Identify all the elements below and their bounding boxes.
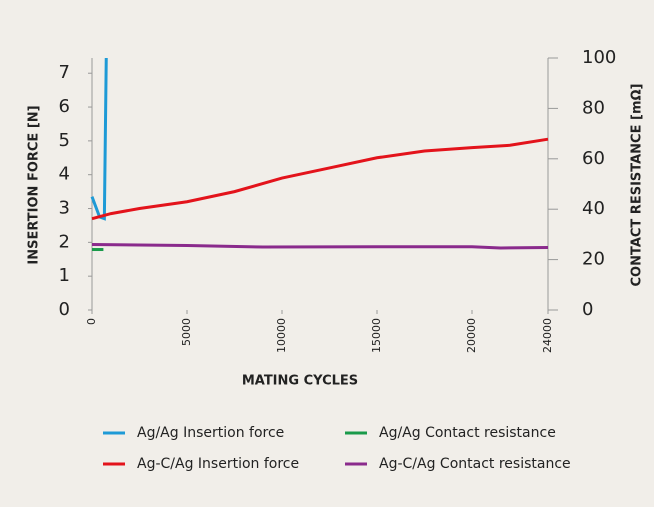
x-tick-label: 0 (85, 318, 98, 325)
legend-label: Ag-C/Ag Insertion force (137, 456, 299, 472)
series-line (90, 57, 108, 221)
y2-tick-label: 100 (582, 47, 616, 68)
x-tick-label: 15000 (370, 318, 383, 353)
y-tick-label: 6 (59, 96, 70, 117)
series-line (91, 137, 549, 221)
x-tick-label: 5000 (180, 318, 193, 346)
x-tick-label: 20000 (465, 318, 478, 353)
x-tick-label: 10000 (275, 318, 288, 353)
legend-label: Ag/Ag Insertion force (137, 425, 284, 441)
y-tick-label: 1 (59, 265, 70, 286)
legend-label: Ag/Ag Contact resistance (379, 425, 556, 441)
y-tick-label: 3 (59, 198, 70, 219)
legend-label: Ag-C/Ag Contact resistance (379, 456, 571, 472)
y-tick-label: 0 (59, 299, 70, 320)
y2-axis-label: CONTACT RESISTANCE [mΩ] (630, 83, 645, 286)
y2-tick-label: 40 (582, 198, 605, 219)
y2-tick-label: 20 (582, 249, 605, 270)
x-tick-label: 24000 (541, 318, 554, 353)
y-tick-label: 2 (59, 231, 70, 252)
y-tick-label: 7 (59, 62, 70, 83)
series-line (91, 242, 549, 250)
y2-tick-label: 60 (582, 148, 605, 169)
y2-tick-label: 0 (582, 299, 593, 320)
y-tick-label: 5 (59, 130, 70, 151)
y-tick-label: 4 (59, 164, 70, 185)
y-axis-label: INSERTION FORCE [N] (27, 105, 42, 264)
y2-tick-label: 80 (582, 97, 605, 118)
x-axis-label: MATING CYCLES (242, 374, 358, 389)
